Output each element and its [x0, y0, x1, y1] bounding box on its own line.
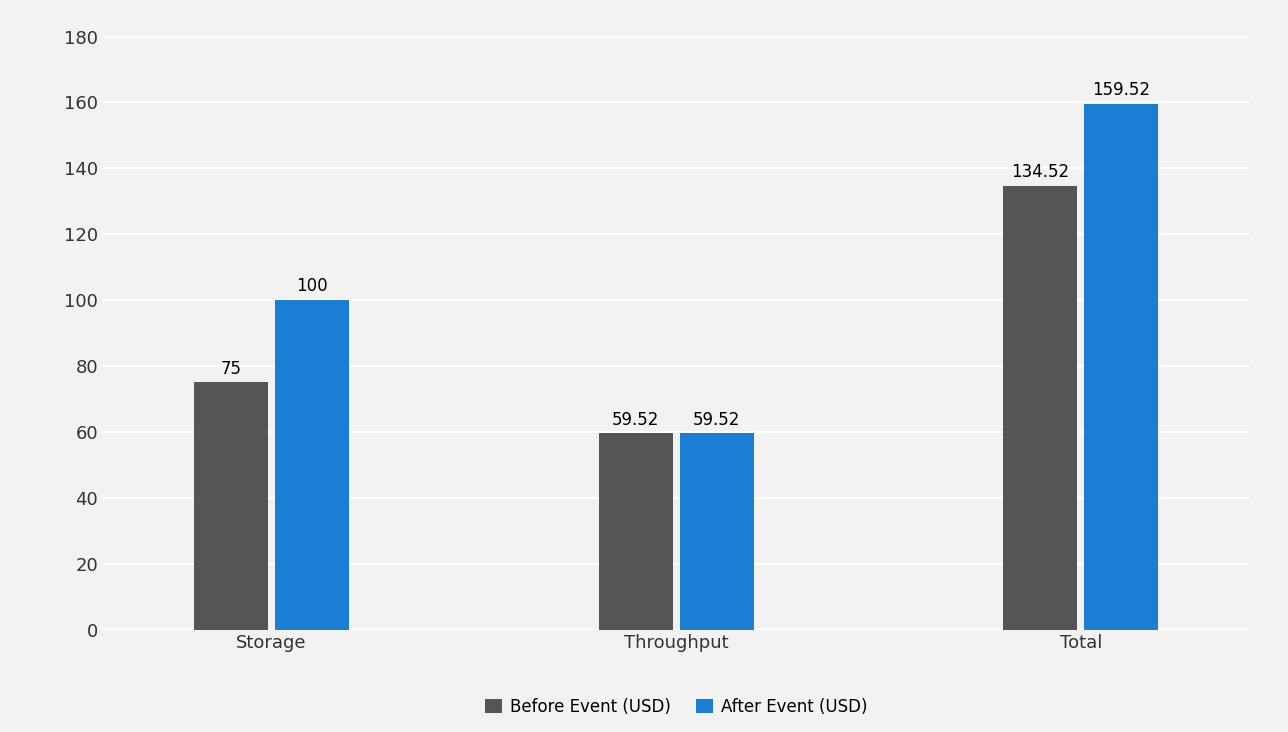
Bar — [680, 433, 753, 630]
Text: 59.52: 59.52 — [612, 411, 659, 428]
Bar — [599, 433, 672, 630]
Bar — [276, 300, 349, 630]
Text: 59.52: 59.52 — [693, 411, 741, 428]
Text: 159.52: 159.52 — [1092, 81, 1150, 99]
Bar — [1003, 187, 1077, 630]
Bar — [1084, 104, 1158, 630]
Bar — [194, 382, 268, 630]
Text: 100: 100 — [296, 277, 328, 295]
Text: 134.52: 134.52 — [1011, 163, 1069, 182]
Text: 75: 75 — [220, 359, 242, 378]
Legend: Before Event (USD), After Event (USD): Before Event (USD), After Event (USD) — [478, 691, 875, 722]
